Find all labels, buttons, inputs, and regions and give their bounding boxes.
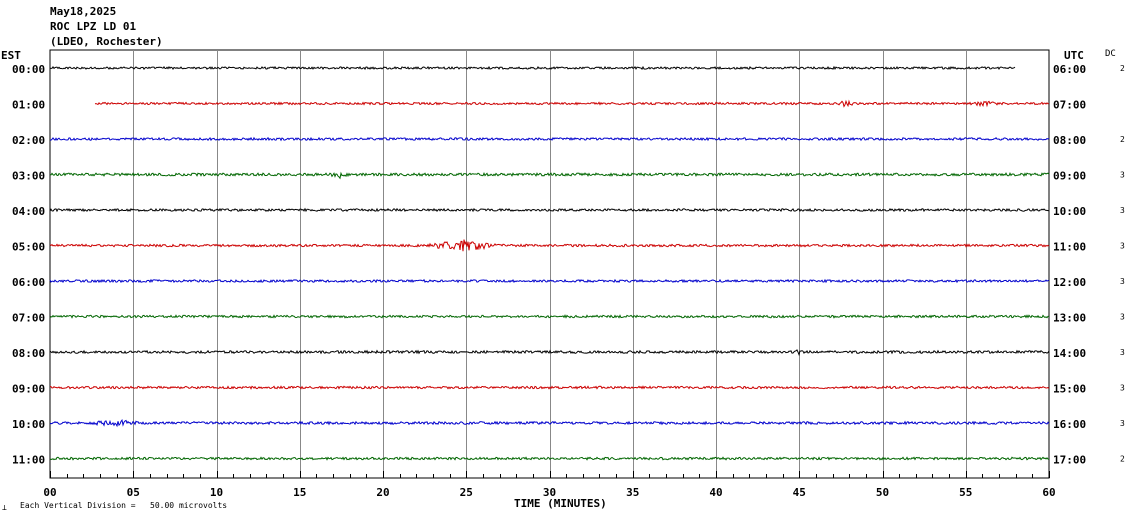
dc-value: 3	[1120, 348, 1125, 357]
trace-0200	[49, 136, 1050, 142]
plot-frame	[49, 49, 1050, 479]
x-tick-label-50: 50	[876, 486, 889, 499]
utc-time-label: 08:00	[1053, 134, 1086, 147]
trace-0000	[49, 65, 1016, 71]
trace-0900	[49, 385, 1050, 390]
x-axis: 00 05 10 15 20 25 30 35 40 45 50 55 60	[43, 471, 1056, 499]
traces	[49, 65, 1050, 461]
x-tick-label-25: 25	[460, 486, 473, 499]
dc-value: 3	[1120, 313, 1125, 322]
est-time-label: 01:00	[12, 99, 45, 112]
dc-value: 3	[1120, 277, 1125, 286]
est-time-label: 06:00	[12, 276, 45, 289]
row-labels: 00:00 06:00 2 01:00 07:00 02:00 08:00 2 03:00 09:…	[12, 63, 1125, 467]
x-tick-label-00: 00	[43, 486, 56, 499]
utc-time-label: 07:00	[1053, 99, 1086, 112]
trace-1000	[49, 419, 1050, 428]
est-time-label: 11:00	[12, 454, 45, 467]
x-tick-label-10: 10	[210, 486, 223, 499]
plot-date: May18,2025	[50, 5, 117, 18]
x-axis-title: TIME (MINUTES)	[514, 497, 607, 510]
x-tick-label-45: 45	[793, 486, 806, 499]
est-time-label: 07:00	[12, 312, 45, 325]
grid	[49, 49, 1050, 479]
trace-0800	[49, 349, 1050, 357]
utc-time-label: 10:00	[1053, 205, 1086, 218]
trace-0500	[49, 239, 1050, 252]
est-time-label: 00:00	[12, 63, 45, 76]
dc-value: 2	[1120, 455, 1125, 464]
utc-time-label: 14:00	[1053, 347, 1086, 360]
trace-0600	[49, 278, 1050, 284]
scale-icon: ⟂	[2, 503, 7, 512]
est-time-label: 08:00	[12, 347, 45, 360]
trace-0400	[49, 207, 1050, 213]
est-time-label: 09:00	[12, 383, 45, 396]
x-tick-label-15: 15	[293, 486, 306, 499]
est-time-label: 10:00	[12, 418, 45, 431]
x-tick-label-60: 60	[1042, 486, 1055, 499]
est-time-label: 02:00	[12, 134, 45, 147]
x-tick-label-55: 55	[959, 486, 972, 499]
network-name: (LDEO, Rochester)	[50, 35, 163, 48]
utc-time-label: 12:00	[1053, 276, 1086, 289]
est-time-label: 03:00	[12, 170, 45, 183]
utc-time-label: 16:00	[1053, 418, 1086, 431]
est-time-label: 04:00	[12, 205, 45, 218]
est-label: EST	[1, 49, 21, 62]
trace-1100	[49, 456, 1050, 461]
est-time-label: 05:00	[12, 241, 45, 254]
dc-value: 3	[1120, 206, 1125, 215]
dc-value: 3	[1120, 384, 1125, 393]
x-tick-label-35: 35	[626, 486, 639, 499]
trace-0700	[49, 314, 1050, 319]
utc-label: UTC	[1064, 49, 1084, 62]
station-name: ROC LPZ LD 01	[50, 20, 137, 33]
utc-time-label: 06:00	[1053, 63, 1086, 76]
dc-value: 2	[1120, 64, 1125, 73]
trace-0300	[49, 171, 1050, 180]
x-tick-label-40: 40	[709, 486, 722, 499]
x-tick-label-05: 05	[127, 486, 140, 499]
dc-value: 3	[1120, 171, 1125, 180]
dc-label: DC	[1105, 49, 1116, 59]
utc-time-label: 11:00	[1053, 241, 1086, 254]
utc-time-label: 17:00	[1053, 454, 1086, 467]
dc-value: 3	[1120, 419, 1125, 428]
vertical-scale-note: Each Vertical Division = 50.00 microvolt…	[20, 501, 228, 510]
dc-value: 3	[1120, 242, 1125, 251]
utc-time-label: 15:00	[1053, 383, 1086, 396]
x-tick-label-30: 30	[543, 486, 556, 499]
utc-time-label: 09:00	[1053, 170, 1086, 183]
x-tick-label-20: 20	[376, 486, 389, 499]
trace-0100	[94, 99, 1049, 108]
utc-time-label: 13:00	[1053, 312, 1086, 325]
dc-value: 2	[1120, 135, 1125, 144]
